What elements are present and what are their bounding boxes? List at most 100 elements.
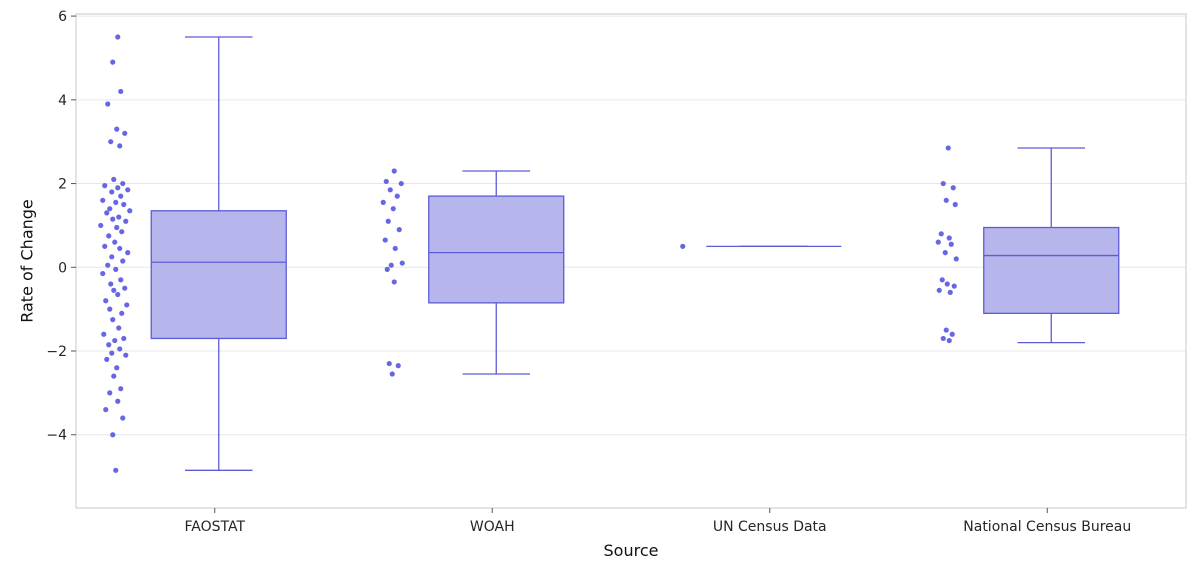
data-point xyxy=(945,145,951,151)
data-point xyxy=(103,298,109,304)
data-point xyxy=(117,346,123,352)
data-point xyxy=(389,371,395,377)
data-point xyxy=(948,241,954,247)
data-point xyxy=(111,373,117,379)
data-point xyxy=(391,279,397,285)
data-point xyxy=(122,285,128,291)
data-point xyxy=(107,206,113,212)
data-point xyxy=(946,235,952,241)
data-point xyxy=(118,88,124,95)
data-point xyxy=(125,250,131,256)
box xyxy=(150,210,287,340)
data-point xyxy=(117,143,123,149)
y-tick-label: 0 xyxy=(58,260,67,276)
data-point xyxy=(105,262,111,268)
data-point xyxy=(394,193,400,199)
data-point xyxy=(385,218,391,224)
data-point xyxy=(111,176,117,182)
data-point xyxy=(396,227,402,233)
data-point xyxy=(109,254,115,260)
data-point xyxy=(387,187,393,193)
data-point xyxy=(114,365,120,371)
y-tick-label: −2 xyxy=(46,344,67,360)
data-point xyxy=(114,126,120,132)
data-point xyxy=(120,180,126,187)
data-point xyxy=(112,239,118,245)
data-point xyxy=(111,287,117,293)
data-point xyxy=(944,281,950,287)
data-point xyxy=(102,183,108,189)
data-point xyxy=(398,180,404,187)
y-tick-label: 2 xyxy=(58,177,67,193)
data-point xyxy=(125,187,131,193)
data-point xyxy=(936,287,942,293)
x-tick-label: National Census Bureau xyxy=(963,519,1131,535)
data-point xyxy=(101,331,107,337)
data-point xyxy=(391,168,397,174)
data-point xyxy=(105,101,111,107)
box xyxy=(983,226,1120,314)
data-point xyxy=(110,317,116,323)
data-point xyxy=(124,302,130,308)
data-point xyxy=(107,390,113,396)
x-axis-label: Source xyxy=(603,541,659,560)
data-point xyxy=(103,407,109,413)
data-point xyxy=(118,193,124,199)
data-point xyxy=(952,201,958,208)
data-point xyxy=(951,283,957,289)
data-point xyxy=(382,237,388,243)
box xyxy=(428,195,565,304)
data-point xyxy=(399,260,405,266)
data-point xyxy=(119,229,125,235)
data-point xyxy=(386,360,392,367)
data-point xyxy=(110,432,116,438)
data-point xyxy=(106,233,112,239)
data-point xyxy=(115,185,121,191)
data-point xyxy=(113,467,119,473)
data-point xyxy=(395,363,401,369)
data-point xyxy=(949,331,955,337)
data-point xyxy=(940,335,946,342)
data-point xyxy=(120,415,126,421)
data-point xyxy=(384,266,390,272)
data-point xyxy=(116,325,122,331)
data-point xyxy=(943,327,949,333)
data-point xyxy=(940,180,946,187)
data-point xyxy=(109,350,115,356)
data-point xyxy=(115,291,121,298)
data-point xyxy=(104,210,110,216)
data-point xyxy=(122,130,128,136)
data-point xyxy=(123,218,129,224)
data-point xyxy=(100,270,106,277)
data-point xyxy=(388,262,394,268)
data-point xyxy=(943,197,949,203)
data-point xyxy=(98,222,104,229)
x-tick-label: UN Census Data xyxy=(713,519,827,535)
data-point xyxy=(935,239,941,245)
data-point xyxy=(106,342,112,348)
data-point xyxy=(114,224,120,231)
data-point xyxy=(942,250,948,256)
data-point xyxy=(110,216,116,222)
data-point xyxy=(116,214,122,220)
data-point xyxy=(121,335,127,342)
data-point xyxy=(947,289,953,295)
y-tick-label: −4 xyxy=(46,428,67,444)
data-point xyxy=(392,245,398,252)
data-point xyxy=(383,178,389,185)
plot-border xyxy=(75,13,1187,509)
data-point xyxy=(390,206,396,212)
x-tick-label: FAOSTAT xyxy=(184,519,245,535)
data-point xyxy=(120,258,126,264)
x-tick-label: WOAH xyxy=(470,519,515,535)
data-point xyxy=(953,256,959,262)
data-point xyxy=(950,185,956,191)
data-point xyxy=(108,281,114,287)
y-axis-label: Rate of Change xyxy=(17,199,37,323)
data-point xyxy=(946,337,952,344)
data-point xyxy=(109,189,115,195)
data-point xyxy=(938,231,944,237)
y-tick-label: 4 xyxy=(58,93,67,109)
